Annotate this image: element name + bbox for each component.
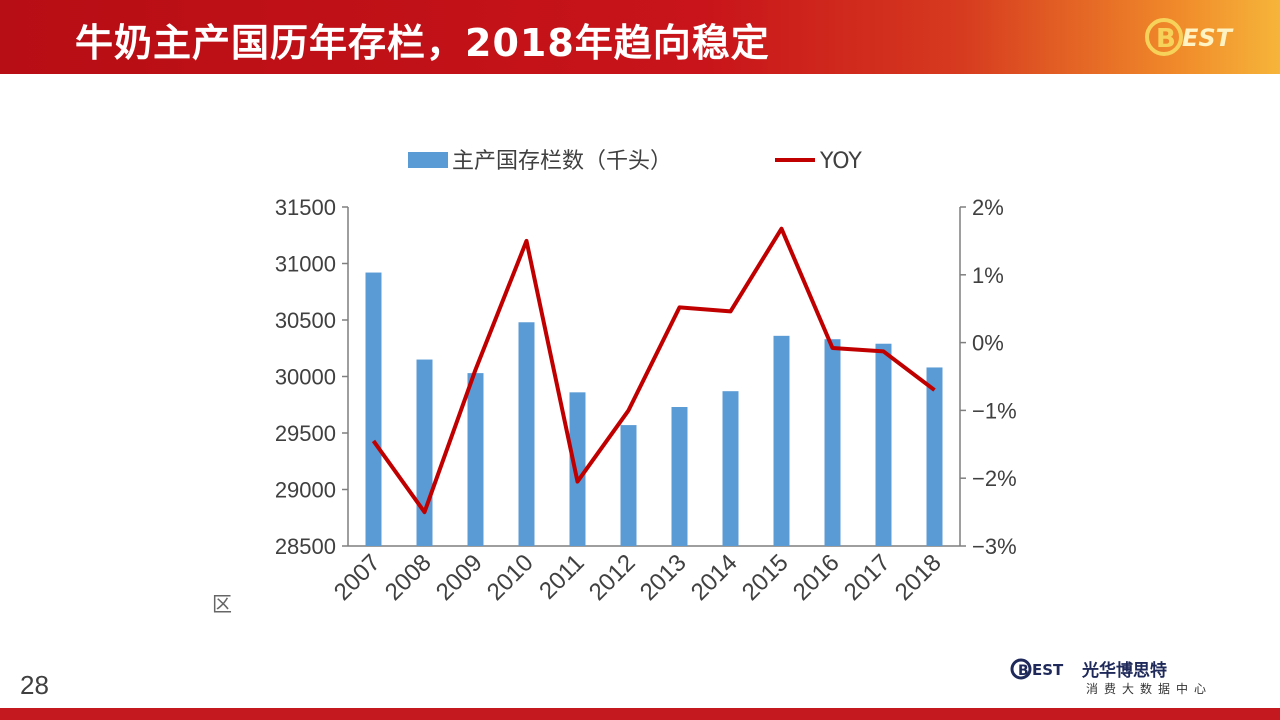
left-tick-label: 29000	[275, 478, 336, 503]
footer-logo-b: B	[1018, 663, 1029, 679]
x-tick-label: 2012	[584, 549, 641, 606]
x-tick-label: 2018	[890, 549, 947, 606]
legend-bar-label: 主产国存栏数（千头）	[452, 149, 672, 174]
right-tick-label: 0%	[972, 331, 1004, 356]
bar-2015	[773, 335, 790, 546]
bar-2017	[875, 343, 892, 546]
bar-2007	[365, 272, 382, 546]
x-tick-label: 2007	[329, 549, 386, 606]
x-tick-label: 2017	[839, 549, 896, 606]
x-tick-label: 2016	[788, 549, 845, 606]
slide-header: 牛奶主产国历年存栏，2018年趋向稳定 B EST	[0, 0, 1280, 74]
left-tick-label: 30500	[275, 308, 336, 333]
bar-2009	[467, 373, 484, 546]
footer-logo-text: EST	[1032, 661, 1064, 679]
bar-2013	[671, 407, 688, 546]
logo-b-letter: B	[1156, 24, 1176, 54]
right-tick-label: 2%	[972, 195, 1004, 220]
best-logo: B EST	[1145, 18, 1234, 56]
left-tick-label: 31000	[275, 252, 336, 277]
slide-title: 牛奶主产国历年存栏，2018年趋向稳定	[75, 21, 770, 65]
bar-2008	[416, 359, 433, 546]
x-tick-label: 2013	[635, 549, 692, 606]
right-tick-label: −3%	[972, 534, 1017, 559]
yoy-series	[371, 226, 936, 515]
x-tick-label: 2010	[482, 549, 539, 606]
bar-2012	[620, 425, 637, 546]
legend-line-label: YOY	[819, 149, 862, 174]
footer-brand: B EST 光华博思特 消费大数据中心	[1010, 654, 1240, 700]
left-tick-label: 31500	[275, 195, 336, 220]
right-tick-label: 1%	[972, 263, 1004, 288]
bar-2016	[824, 339, 841, 546]
bar-2010	[518, 322, 535, 546]
footer-logo: B EST	[1010, 658, 1064, 680]
brand-subtitle: 消费大数据中心	[1086, 682, 1213, 696]
bar-series	[365, 272, 943, 546]
bar-2014	[722, 391, 739, 546]
x-tick-label: 2015	[737, 549, 794, 606]
x-tick-labels: 2007200820092010201120122013201420152016…	[329, 549, 947, 606]
bar-2018	[926, 367, 943, 546]
logo-text: EST	[1182, 24, 1234, 52]
page-number: 28	[20, 670, 49, 700]
left-tick-label: 28500	[275, 534, 336, 559]
x-tick-label: 2011	[534, 549, 590, 605]
source-mark: 区	[212, 592, 232, 616]
x-tick-label: 2014	[686, 549, 743, 606]
right-tick-label: −2%	[972, 466, 1017, 491]
right-tick-label: −1%	[972, 398, 1017, 423]
legend-bar-swatch	[408, 152, 448, 168]
x-tick-label: 2009	[431, 549, 488, 606]
left-tick-label: 29500	[275, 421, 336, 446]
x-tick-label: 2008	[380, 549, 437, 606]
bar-2011	[569, 392, 586, 546]
brand-name: 光华博思特	[1082, 661, 1167, 681]
chart-legend: 主产国存栏数（千头） YOY	[408, 149, 862, 174]
left-tick-label: 30000	[275, 365, 336, 390]
yoy-line	[371, 226, 936, 515]
chart-axes: 28500 29000 29500 30000 30500 31000 31500 −3% −2…	[275, 195, 1017, 559]
footer-bar	[0, 708, 1280, 720]
